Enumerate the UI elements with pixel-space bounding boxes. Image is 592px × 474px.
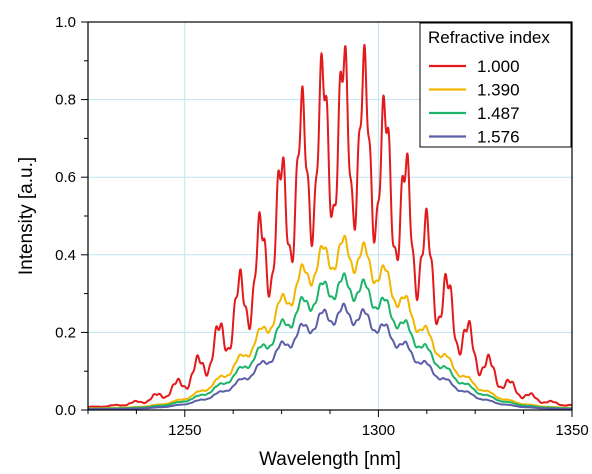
y-tick-label: 0.4 [55, 247, 76, 264]
legend-label-1.576: 1.576 [477, 128, 520, 147]
y-tick-label: 0.8 [55, 92, 76, 109]
legend-title: Refractive index [428, 28, 550, 47]
legend-label-1.000: 1.000 [477, 57, 520, 76]
legend-items: 1.000 1.390 1.487 1.576 [429, 57, 520, 147]
y-tick-label: 1.0 [55, 14, 76, 31]
x-tick-label: 1300 [362, 422, 395, 439]
legend-label-1.487: 1.487 [477, 104, 520, 123]
legend: Refractive index 1.000 1.390 1.487 1.576 [419, 22, 572, 148]
legend-box [419, 22, 572, 148]
series-line-1.390 [87, 234, 573, 410]
x-axis-title: Wavelength [nm] [259, 449, 401, 470]
y-axis-title: Intensity [a.u.] [16, 157, 37, 275]
axis-ticks: 1250 1300 1350 0.0 0.2 0.4 0.6 0.8 1.0 [55, 14, 589, 439]
y-tick-label: 0.6 [55, 169, 76, 186]
series-line-1.487 [87, 272, 573, 410]
x-tick-label: 1250 [168, 422, 201, 439]
series-line-1.000 [87, 43, 573, 409]
x-tick-label: 1350 [555, 422, 588, 439]
series-group [87, 43, 573, 411]
series-line-1.576 [87, 302, 573, 411]
legend-label-1.390: 1.390 [477, 81, 520, 100]
y-tick-label: 0.0 [55, 402, 76, 419]
y-tick-label: 0.2 [55, 324, 76, 341]
